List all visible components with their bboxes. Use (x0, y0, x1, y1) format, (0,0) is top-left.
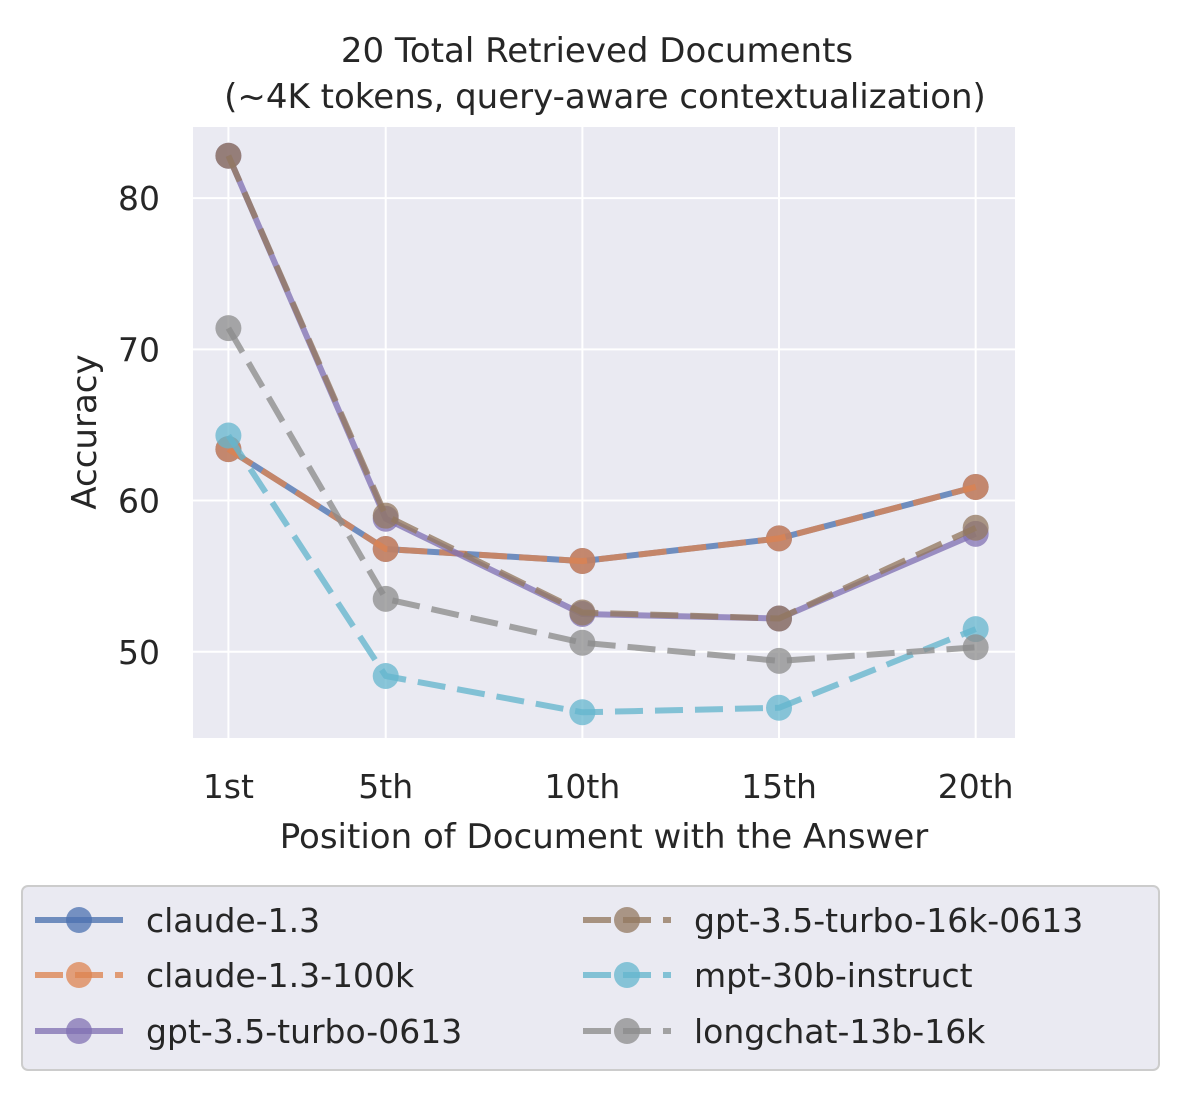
chart-title: 20 Total Retrieved Documents (341, 31, 853, 71)
legend-entry: mpt-30b-instruct (583, 956, 973, 995)
legend-marker (66, 962, 92, 988)
legend-marker (66, 907, 92, 933)
data-point (962, 514, 989, 541)
y-tick-label: 70 (118, 330, 160, 369)
data-point (372, 585, 399, 612)
data-point (766, 694, 793, 721)
tick-labels: 1st 5th 10th 15th 20th 50 60 70 80 (118, 179, 1014, 806)
y-axis-label: Accuracy (65, 354, 105, 509)
data-point (766, 647, 793, 674)
data-point (372, 662, 399, 689)
data-point (962, 616, 989, 643)
series-line (225, 326, 976, 664)
legend-entry: claude-1.3-100k (35, 956, 415, 995)
legend-label: longchat-13b-16k (694, 1012, 986, 1051)
x-tick-label: 15th (741, 767, 817, 806)
data-point (766, 525, 793, 552)
series-gpt-3.5-turbo-16k-0613 (215, 142, 989, 632)
x-tick-label: 10th (544, 767, 620, 806)
series-mpt-30b-instruct (215, 422, 989, 726)
data-point (962, 634, 989, 661)
series-layer (215, 142, 989, 726)
legend-marker (614, 907, 640, 933)
data-point (215, 315, 242, 342)
data-point (962, 473, 989, 500)
legend-marker (614, 1018, 640, 1044)
y-tick-label: 60 (118, 482, 160, 521)
x-axis-label: Position of Document with the Answer (280, 817, 929, 857)
legend-marker (66, 1018, 92, 1044)
legend-label: claude-1.3-100k (146, 956, 415, 995)
data-point (372, 535, 399, 562)
y-tick-label: 50 (118, 633, 160, 672)
legend-label: gpt-3.5-turbo-0613 (146, 1012, 462, 1051)
legend-entry: claude-1.3 (35, 901, 320, 940)
legend-entries: claude-1.3 claude-1.3-100k gpt-3.5-turbo-0… (35, 901, 1083, 1051)
chart-subtitle: (~4K tokens, query-aware contextualizati… (224, 77, 986, 117)
legend-marker (614, 962, 640, 988)
x-tick-label: 20th (938, 767, 1014, 806)
legend-entry: gpt-3.5-turbo-16k-0613 (583, 901, 1083, 940)
legend-label: gpt-3.5-turbo-16k-0613 (694, 901, 1083, 940)
data-point (372, 502, 399, 529)
y-tick-label: 80 (118, 179, 160, 218)
x-tick-label: 5th (358, 767, 413, 806)
legend-entry: gpt-3.5-turbo-0613 (35, 1012, 462, 1051)
legend-label: claude-1.3 (146, 901, 320, 940)
data-point (569, 548, 596, 575)
x-tick-label: 1st (203, 767, 254, 806)
data-point (215, 422, 242, 449)
data-point (766, 605, 793, 632)
series-longchat-13b-16k (215, 315, 989, 674)
plot-area (193, 127, 1015, 738)
data-point (215, 142, 242, 169)
data-point (569, 599, 596, 626)
legend-entry: longchat-13b-16k (583, 1012, 986, 1051)
data-point (569, 629, 596, 656)
data-point (569, 699, 596, 726)
legend-label: mpt-30b-instruct (694, 956, 973, 995)
